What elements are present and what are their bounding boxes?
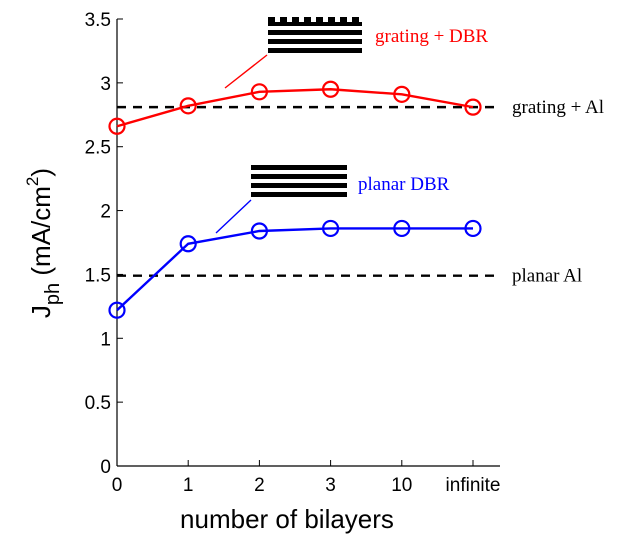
- y-axis-title-unit-sup: 2: [23, 177, 42, 186]
- dbr-layer: [268, 39, 362, 44]
- y-tick-label: 0.5: [85, 393, 111, 414]
- dbr-layer: [268, 22, 362, 26]
- y-tick-label: 1.5: [85, 265, 111, 286]
- y-tick-label: 3: [100, 74, 111, 95]
- pointer-line-grating-dbr: [224, 54, 268, 89]
- dbr-layer: [251, 165, 347, 170]
- grating-tooth: [316, 17, 323, 22]
- grating-tooth: [352, 17, 359, 22]
- data-point: [250, 222, 268, 240]
- grating-dbr-structure-icon: [268, 17, 362, 53]
- y-tick-label: 3.5: [85, 10, 111, 31]
- dbr-layer: [251, 174, 347, 179]
- x-tick-label: 0: [112, 475, 123, 496]
- y-axis-title: Jph (mA/cm2): [23, 168, 64, 318]
- x-axis-title: number of bilayers: [180, 504, 394, 534]
- grating-tooth: [280, 17, 287, 22]
- data-point: [393, 219, 411, 238]
- x-tick-label: 10: [391, 475, 412, 496]
- series-group: [108, 80, 482, 319]
- data-point: [179, 235, 197, 253]
- dbr-layer: [251, 183, 347, 188]
- series-label-planar-dbr: planar DBR: [358, 174, 450, 195]
- grating-tooth: [268, 17, 275, 22]
- y-axis-title-main: J: [26, 305, 56, 318]
- y-tick-label: 0: [100, 457, 111, 478]
- data-point: [464, 98, 482, 116]
- axes: 0 0.5 1 1.5 2 2.5 3 3.5 0 1 2 3 10 infinite: [85, 10, 501, 496]
- grating-tooth: [340, 17, 347, 22]
- y-tick-label: 1: [100, 329, 111, 350]
- grating-tooth: [328, 17, 335, 22]
- y-axis-title-unit: (mA/cm: [26, 186, 56, 283]
- data-point: [464, 219, 482, 238]
- y-axis-title-unit-close: ): [26, 168, 56, 177]
- x-tick-label: 3: [325, 475, 336, 496]
- y-axis-title-sub: ph: [42, 283, 64, 305]
- grating-tooth: [304, 17, 311, 22]
- reference-line-label: grating + Al: [512, 97, 604, 118]
- planar-dbr-structure-icon: [251, 165, 347, 197]
- x-tick-label: infinite: [446, 475, 501, 496]
- data-point: [179, 97, 197, 115]
- pointer-line-planar-dbr: [215, 199, 252, 234]
- data-point: [322, 219, 340, 238]
- series-label-grating-dbr: grating + DBR: [375, 26, 488, 47]
- annotations: grating + DBR planar DBR: [215, 17, 488, 234]
- series-line: [116, 88, 474, 128]
- y-tick-label: 2: [100, 202, 111, 223]
- dbr-layer: [268, 30, 362, 35]
- reference-line-label: planar Al: [512, 266, 582, 287]
- x-tick-label: 2: [254, 475, 265, 496]
- grating-tooth: [292, 17, 299, 22]
- series-line: [116, 227, 473, 312]
- data-point: [108, 117, 126, 135]
- dbr-layer: [251, 192, 347, 197]
- dbr-layer: [268, 48, 362, 53]
- data-point: [250, 83, 268, 101]
- data-point: [393, 85, 411, 103]
- data-point: [108, 301, 126, 319]
- data-point: [322, 80, 340, 98]
- x-tick-label: 1: [183, 475, 194, 496]
- reference-lines: grating + Al planar Al: [117, 97, 604, 287]
- y-tick-label: 2.5: [85, 138, 111, 159]
